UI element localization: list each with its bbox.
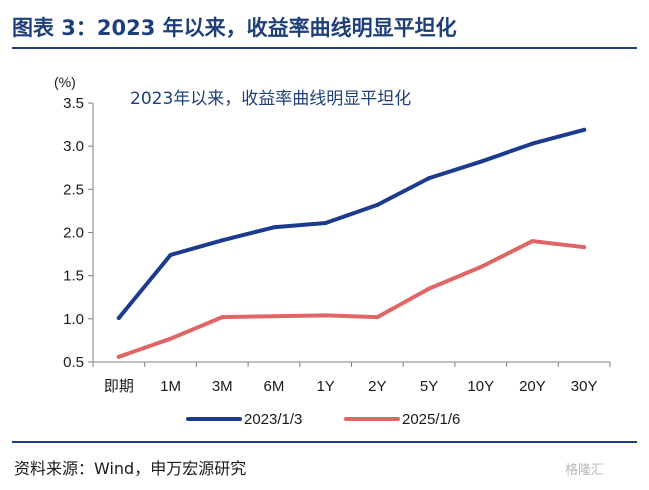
y-tick-label: 3.0 (63, 138, 84, 155)
y-tick-label: 2.0 (63, 225, 84, 242)
data-point (478, 265, 483, 270)
data-point (323, 221, 328, 226)
data-point (271, 314, 276, 319)
source-note: 资料来源：Wind，申万宏源研究 (14, 459, 247, 478)
y-tick-label: 2.5 (63, 181, 84, 198)
data-point (427, 176, 432, 181)
data-point (323, 313, 328, 318)
x-tick-label: 10Y (467, 378, 494, 395)
y-tick-label: 1.5 (63, 268, 84, 285)
data-point (582, 127, 587, 132)
watermark: 格隆汇 (565, 463, 605, 478)
data-point (375, 202, 380, 207)
x-tick-label: 1M (160, 378, 181, 395)
source-rule (12, 441, 637, 443)
data-point (582, 245, 587, 250)
data-point (168, 252, 173, 257)
data-point (478, 159, 483, 164)
x-tick-label: 20Y (519, 378, 546, 395)
data-point (530, 239, 535, 244)
y-tick-label: 0.5 (63, 354, 84, 371)
series-line-2 (116, 239, 587, 359)
y-tick-label: 1.0 (63, 311, 84, 328)
y-axis-unit: (%) (54, 74, 76, 90)
figure-title: 图表 3：2023 年以来，收益率曲线明显平坦化 (12, 16, 457, 40)
data-point (116, 315, 121, 320)
data-point (220, 238, 225, 243)
x-tick-label: 6M (264, 378, 285, 395)
yield-curve-chart: 2023年以来，收益率曲线明显平坦化 (%) 0.5 1.0 1.5 2.0 2.5 3.… (54, 74, 611, 428)
data-point (116, 354, 121, 359)
legend-label: 2023/1/3 (244, 411, 302, 428)
data-point (168, 336, 173, 341)
x-tick-label: 5Y (420, 378, 438, 395)
legend-label: 2025/1/6 (402, 411, 460, 428)
legend: 2023/1/3 2025/1/6 (186, 411, 460, 428)
y-axis-ticks: 0.5 1.0 1.5 2.0 2.5 3.0 3.5 (63, 95, 93, 371)
x-tick-label: 即期 (104, 378, 134, 395)
series-group (116, 127, 587, 359)
title-rule (12, 47, 637, 49)
x-tick-label: 3M (212, 378, 233, 395)
chart-title: 2023年以来，收益率曲线明显平坦化 (130, 89, 411, 109)
data-point (271, 225, 276, 230)
data-point (427, 286, 432, 291)
data-point (530, 141, 535, 146)
data-point (375, 315, 380, 320)
x-tick-label: 30Y (571, 378, 598, 395)
x-tick-label: 2Y (368, 378, 386, 395)
x-tick-label: 1Y (316, 378, 334, 395)
data-point (220, 315, 225, 320)
x-axis-ticks: 即期 1M 3M 6M 1Y 2Y 5Y 10Y 20Y 30Y (92, 362, 611, 395)
series-line-1 (116, 127, 587, 320)
y-tick-label: 3.5 (63, 95, 84, 112)
